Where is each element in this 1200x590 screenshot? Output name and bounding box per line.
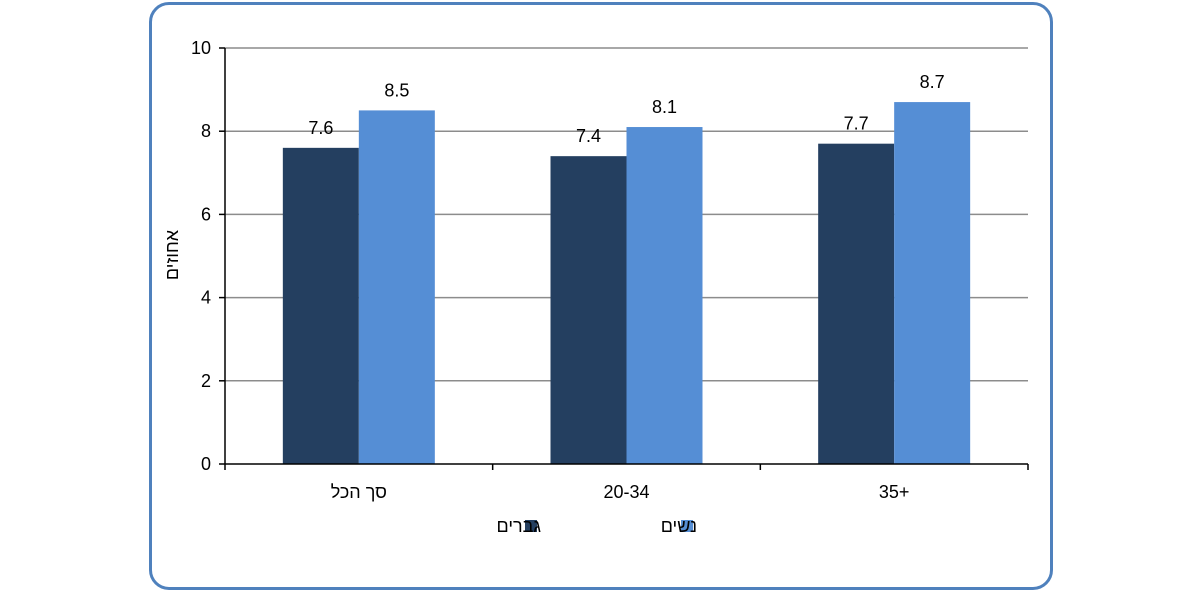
x-tick-label-1: סך הכל: [331, 482, 387, 502]
legend-swatch-2: [681, 520, 693, 532]
y-axis-title: אחוזים: [162, 229, 182, 280]
legend-label-2: נשים: [661, 516, 697, 536]
labels: 0 2 4 6 8 10 7.6 8.5 סך הכל 7.4 8.1 20-34 7.7 8.7 35+: [191, 38, 945, 502]
data-label-2-3: 8.7: [920, 72, 945, 92]
data-label-1-1: 7.6: [308, 118, 333, 138]
data-label-2-2: 8.1: [652, 97, 677, 117]
y-tick-label-10: 10: [191, 38, 211, 58]
x-tick-label-2: 20-34: [603, 482, 649, 502]
x-tick-label-3: 35+: [879, 482, 910, 502]
legend-swatch-1: [525, 520, 537, 532]
bar-1-1: [282, 147, 359, 464]
legend: גברים נשים: [496, 516, 697, 536]
data-label-1-2: 7.4: [576, 126, 601, 146]
y-tick-label-2: 2: [201, 371, 211, 391]
axes: [219, 47, 1029, 470]
data-label-2-1: 8.5: [384, 80, 409, 100]
bar-2-3: [894, 102, 971, 464]
bar-2-2: [626, 127, 703, 464]
y-tick-label-0: 0: [201, 454, 211, 474]
y-tick-label-8: 8: [201, 121, 211, 141]
data-label-1-3: 7.7: [844, 114, 869, 134]
bar-1-3: [818, 143, 895, 464]
bar-1-2: [550, 156, 627, 464]
bars: [282, 102, 971, 465]
legend-label-1: גברים: [496, 516, 541, 536]
bar-2-1: [358, 110, 435, 465]
y-tick-label-6: 6: [201, 204, 211, 224]
y-tick-label-4: 4: [201, 288, 211, 308]
